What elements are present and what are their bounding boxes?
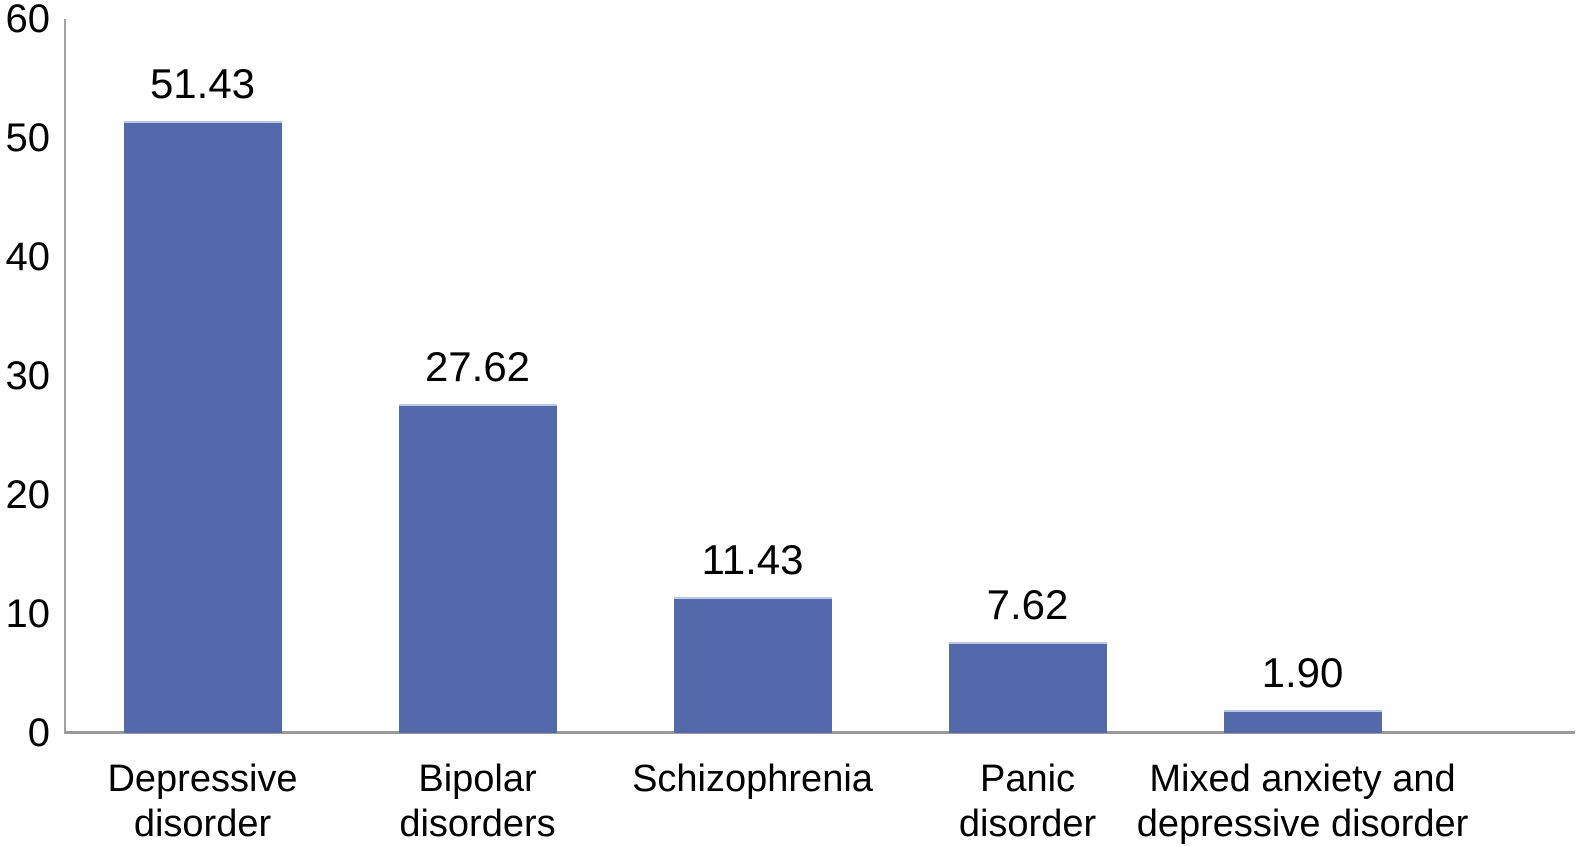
category-label: Mixed anxiety and depressive disorder <box>1136 758 1469 845</box>
bar <box>398 404 557 733</box>
bar <box>948 642 1107 733</box>
y-axis-tick-label: 40 <box>5 235 51 279</box>
bar-value-label: 7.62 <box>986 581 1069 629</box>
category-label: Panic disorder <box>958 758 1097 845</box>
category-label: Schizophrenia <box>632 758 873 800</box>
y-axis-tick-label: 60 <box>5 0 51 41</box>
y-axis-tick-label: 50 <box>5 116 51 160</box>
y-axis-tick-label: 20 <box>5 473 51 517</box>
y-axis-tick-label: 10 <box>5 592 51 636</box>
bar-value-label: 27.62 <box>424 343 531 391</box>
y-axis-line <box>64 19 66 734</box>
bar-value-label: 1.90 <box>1261 649 1344 697</box>
bar <box>123 120 282 733</box>
bar <box>1223 710 1382 733</box>
bar-value-label: 51.43 <box>149 59 256 107</box>
bar <box>673 596 832 733</box>
category-label: Bipolar disorders <box>399 758 556 845</box>
bar-value-label: 11.43 <box>701 535 804 583</box>
y-axis-tick-label: 30 <box>5 354 51 398</box>
y-axis-tick-label: 0 <box>27 711 50 755</box>
category-label: Depressive disorder <box>107 758 298 845</box>
